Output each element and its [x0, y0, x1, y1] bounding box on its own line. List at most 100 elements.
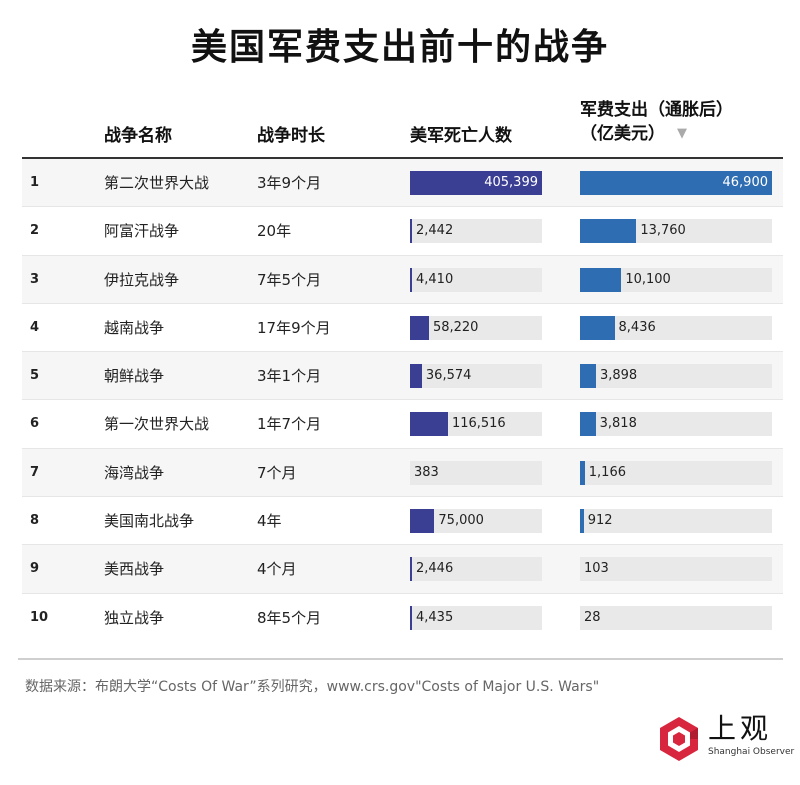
logo-name: 上观 [708, 712, 773, 745]
shanghai-observer-logo-icon [660, 717, 698, 761]
header-cost-line1: 军费支出（通胀后） [580, 100, 733, 120]
cost-bar [580, 267, 622, 292]
cost-track: 1,166 [580, 460, 772, 485]
deaths-label: 2,446 [416, 561, 454, 577]
cost-track: 8,436 [580, 315, 772, 340]
cost-track: 28 [580, 605, 772, 630]
deaths-track: 405,399 [410, 171, 542, 195]
war-name-cell: 伊拉克战争 [104, 270, 180, 289]
rank-cell: 8 [30, 513, 40, 529]
cost-track: 103 [580, 557, 772, 582]
deaths-track: 75,000 [410, 509, 542, 534]
deaths-label: 36,574 [425, 368, 472, 384]
logo-subtitle: Shanghai Observer [708, 747, 795, 757]
cost-bar [580, 219, 637, 244]
table-row: 9 美西战争 4个月 2,446 103 [22, 545, 783, 594]
war-name-cell: 独立战争 [104, 608, 165, 627]
deaths-label: 75,000 [438, 513, 484, 529]
cost-label: 103 [584, 561, 609, 577]
duration-cell: 3年1个月 [257, 367, 322, 386]
rank-cell: 4 [30, 319, 40, 335]
rank-cell: 2 [30, 223, 40, 239]
header-cost[interactable]: 军费支出（通胀后） （亿美元） ▼ [580, 98, 733, 146]
deaths-track: 58,220 [410, 315, 542, 340]
rank-cell: 3 [30, 271, 40, 287]
deaths-track: 2,446 [410, 557, 542, 582]
deaths-track: 383 [410, 460, 542, 485]
duration-cell: 1年7个月 [257, 415, 322, 434]
deaths-track: 4,435 [410, 605, 542, 630]
cost-track: 46,900 [580, 171, 772, 195]
duration-cell: 4个月 [257, 560, 297, 579]
table-row: 7 海湾战争 7个月 383 1,166 [22, 448, 783, 498]
deaths-bar [410, 557, 412, 582]
header-deaths: 美军死亡人数 [410, 126, 512, 146]
deaths-bar [410, 605, 412, 630]
rank-cell: 6 [30, 416, 40, 432]
cost-bar [580, 412, 596, 437]
source-note: 数据来源：布朗大学“Costs Of War”系列研究，www.crs.gov"… [25, 679, 600, 695]
war-name-cell: 海湾战争 [104, 463, 165, 482]
deaths-label: 405,399 [484, 175, 538, 190]
war-name-cell: 第一次世界大战 [104, 415, 210, 434]
cost-bar [580, 315, 615, 340]
cost-bar [580, 171, 772, 195]
deaths-track: 2,442 [410, 219, 542, 244]
war-name-cell: 美西战争 [104, 560, 165, 579]
deaths-track: 36,574 [410, 364, 542, 389]
deaths-track: 116,516 [410, 412, 542, 437]
cost-label: 46,900 [722, 175, 769, 190]
deaths-bar [410, 171, 542, 195]
duration-cell: 20年 [257, 222, 292, 241]
war-name-cell: 第二次世界大战 [104, 174, 210, 192]
duration-cell: 8年5个月 [257, 608, 322, 627]
table-row: 6 第一次世界大战 1年7个月 116,516 3,818 [22, 400, 783, 449]
header-divider [22, 157, 783, 159]
rank-cell: 10 [30, 609, 49, 625]
deaths-label: 58,220 [432, 319, 479, 335]
war-name-cell: 美国南北战争 [104, 512, 195, 531]
header-duration: 战争时长 [257, 126, 325, 146]
cost-label: 28 [584, 609, 601, 625]
cost-label: 1,166 [588, 464, 626, 480]
rank-cell: 5 [30, 368, 40, 384]
chart-title: 美国军费支出前十的战争 [190, 27, 609, 68]
deaths-label: 116,516 [451, 416, 506, 432]
table-row: 2 阿富汗战争 20年 2,442 13,760 [22, 207, 783, 256]
duration-cell: 7年5个月 [257, 270, 322, 289]
deaths-bar [410, 315, 429, 340]
header-cost-line2: （亿美元） [580, 124, 665, 144]
table-row: 8 美国南北战争 4年 75,000 912 [22, 497, 783, 546]
deaths-bar [410, 509, 435, 534]
shanghai-observer-logo: 上观 Shanghai Observer [656, 712, 794, 772]
table-row: 5 朝鲜战争 3年1个月 36,574 3,898 [22, 352, 783, 401]
deaths-label: 2,442 [416, 223, 454, 239]
cost-track: 3,818 [580, 412, 772, 437]
deaths-bar [410, 219, 412, 244]
war-name-cell: 越南战争 [104, 318, 165, 337]
rank-cell: 1 [30, 175, 40, 190]
table-row: 1 第二次世界大战 3年9个月 405,399 46,900 [22, 159, 783, 208]
cost-track: 13,760 [580, 219, 772, 244]
footer-divider [18, 658, 783, 660]
deaths-label: 383 [414, 464, 439, 480]
cost-label: 3,818 [599, 416, 637, 432]
deaths-label: 4,435 [416, 609, 454, 625]
deaths-bar [410, 364, 422, 389]
cost-bar [580, 509, 584, 534]
duration-cell: 7个月 [257, 463, 297, 482]
war-name-cell: 阿富汗战争 [104, 222, 180, 241]
cost-track: 10,100 [580, 267, 772, 292]
cost-label: 13,760 [640, 223, 686, 239]
table-row: 10 独立战争 8年5个月 4,435 28 [22, 593, 783, 642]
sort-descending-icon[interactable]: ▼ [677, 126, 687, 141]
table-row: 3 伊拉克战争 7年5个月 4,410 10,100 [22, 255, 783, 304]
war-name-cell: 朝鲜战争 [104, 367, 165, 386]
war-table: 1 第二次世界大战 3年9个月 405,399 46,900 2 阿富汗战争 20年 2,442… [22, 159, 783, 642]
cost-bar [580, 364, 596, 389]
cost-label: 8,436 [618, 319, 656, 335]
deaths-track: 4,410 [410, 267, 542, 292]
duration-cell: 17年9个月 [257, 318, 331, 337]
cost-label: 10,100 [625, 271, 671, 287]
cost-bar [580, 460, 585, 485]
